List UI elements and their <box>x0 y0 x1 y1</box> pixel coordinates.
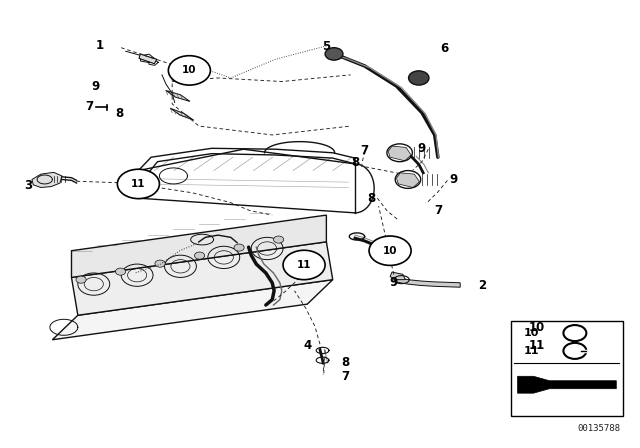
Polygon shape <box>518 376 616 393</box>
Text: 10: 10 <box>182 65 196 75</box>
Text: 5: 5 <box>323 40 330 53</box>
Text: 9: 9 <box>418 142 426 155</box>
Text: 11: 11 <box>524 346 540 356</box>
Circle shape <box>408 71 429 85</box>
Polygon shape <box>72 242 333 315</box>
Polygon shape <box>395 277 460 287</box>
Text: 11: 11 <box>529 339 545 352</box>
Circle shape <box>155 260 165 267</box>
Text: 11: 11 <box>297 260 311 270</box>
Circle shape <box>76 276 86 283</box>
Polygon shape <box>396 173 419 188</box>
Polygon shape <box>139 54 157 64</box>
Polygon shape <box>388 146 411 161</box>
Text: 3: 3 <box>24 179 32 192</box>
Circle shape <box>195 252 205 259</box>
Text: 8: 8 <box>351 156 359 169</box>
Text: 8: 8 <box>341 356 349 369</box>
Text: 1: 1 <box>96 39 104 52</box>
Bar <box>511 321 623 416</box>
Text: 8: 8 <box>367 192 375 205</box>
Text: 7: 7 <box>341 370 349 383</box>
Polygon shape <box>170 108 194 120</box>
Text: 10: 10 <box>383 246 397 256</box>
Text: 10: 10 <box>524 328 540 338</box>
Polygon shape <box>72 215 326 277</box>
Text: 7: 7 <box>360 144 369 157</box>
Circle shape <box>273 236 284 243</box>
Text: 2: 2 <box>479 279 486 292</box>
Text: 6: 6 <box>440 42 449 55</box>
Polygon shape <box>52 280 333 340</box>
Text: 9: 9 <box>450 173 458 186</box>
Polygon shape <box>166 90 190 101</box>
Circle shape <box>168 56 211 85</box>
Text: 9: 9 <box>92 80 100 93</box>
Polygon shape <box>390 272 405 280</box>
Text: 10: 10 <box>529 321 545 334</box>
Text: 8: 8 <box>115 107 124 120</box>
Text: 4: 4 <box>303 339 312 352</box>
Circle shape <box>325 47 343 60</box>
Circle shape <box>115 268 125 275</box>
Circle shape <box>234 244 244 251</box>
Text: 11: 11 <box>131 179 146 189</box>
Circle shape <box>117 169 159 198</box>
Text: 7: 7 <box>85 99 93 112</box>
Text: 9: 9 <box>389 276 397 289</box>
Circle shape <box>369 236 411 265</box>
Text: 00135788: 00135788 <box>578 424 621 433</box>
Polygon shape <box>32 172 62 188</box>
Circle shape <box>283 250 325 280</box>
Text: 7: 7 <box>434 204 442 217</box>
